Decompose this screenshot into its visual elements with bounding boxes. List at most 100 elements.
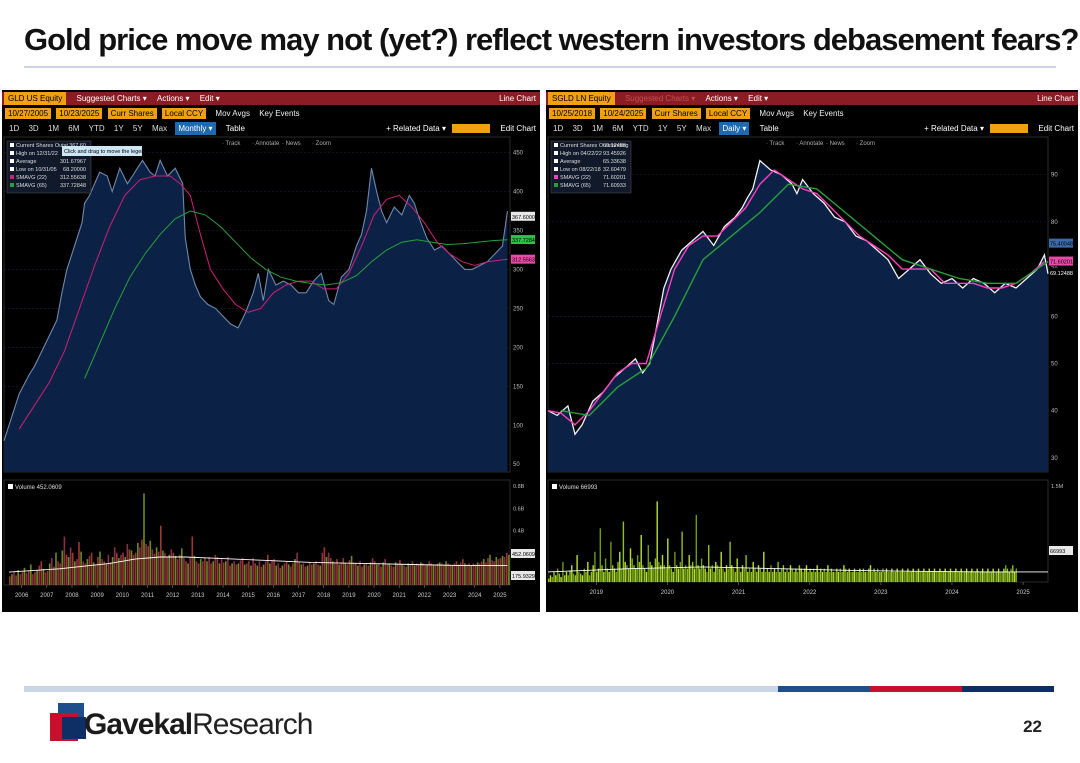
volume-bar [84, 563, 87, 585]
gld-ticker-field[interactable]: GLD US Equity [4, 92, 67, 105]
x-tick-label: 2007 [40, 593, 54, 599]
sgld-table-button[interactable]: Table [759, 124, 779, 133]
volume-bar [457, 564, 460, 585]
gld-period-6m[interactable]: 6M [68, 124, 80, 133]
volume-bar [946, 571, 948, 582]
sgld-start-date[interactable]: 10/25/2018 [549, 108, 596, 119]
gld-mov-avgs-toggle[interactable]: Mov Avgs [215, 109, 250, 118]
sgld-ticker-field[interactable]: SGLD LN Equity [548, 92, 615, 105]
gld-period-1y[interactable]: 1Y [113, 124, 124, 133]
sgld-actions-menu[interactable]: Actions ▾ [705, 94, 738, 103]
sgld-period-1y[interactable]: 1Y [657, 124, 668, 133]
volume-bar [275, 565, 277, 585]
gld-currency-field[interactable]: Local CCY [161, 108, 207, 119]
volume-bar [334, 563, 336, 585]
sgld-period-max[interactable]: Max [695, 124, 712, 133]
price-tag-label: 367.60001 [512, 215, 538, 221]
volume-bar [160, 525, 162, 585]
legend-value: 32.60479 [603, 167, 626, 173]
sgld-frequency-select[interactable]: Daily ▾ [719, 122, 750, 135]
gld-settings-bar: 10/27/2005 10/23/2025 Curr Shares Local … [2, 107, 540, 120]
volume-bar [985, 571, 987, 582]
volume-bar [78, 541, 80, 585]
volume-bar [893, 571, 895, 582]
volume-bar [493, 561, 495, 585]
gld-shares-field[interactable]: Curr Shares [107, 108, 157, 119]
gld-period-3d[interactable]: 3D [28, 124, 39, 133]
volume-bar [51, 558, 53, 585]
gld-start-date[interactable]: 10/27/2005 [5, 108, 52, 119]
volume-bar [756, 571, 758, 582]
volume-legend-swatch [552, 484, 557, 489]
volume-bar [855, 571, 857, 582]
gld-period-5y[interactable]: 5Y [132, 124, 143, 133]
volume-bar [796, 571, 799, 582]
volume-bar [306, 565, 309, 585]
gld-table-button[interactable]: Table [225, 124, 245, 133]
sgld-related-data-input[interactable] [990, 124, 1029, 134]
gld-end-date[interactable]: 10/23/2025 [56, 108, 103, 119]
gld-actions-menu[interactable]: Actions ▾ [157, 94, 190, 103]
gld-key-events-toggle[interactable]: Key Events [259, 109, 300, 118]
volume-bar [23, 567, 26, 585]
volume-bar [754, 568, 756, 582]
volume-bar [629, 548, 632, 582]
volume-bar [103, 561, 105, 585]
volume-bar [850, 571, 852, 582]
sgld-period-1d[interactable]: 1D [553, 124, 564, 133]
volume-bar [32, 574, 34, 585]
gld-period-1m[interactable]: 1M [47, 124, 60, 133]
gld-frequency-select[interactable]: Monthly ▾ [175, 122, 216, 135]
sgld-currency-field[interactable]: Local CCY [705, 108, 751, 119]
volume-bar [260, 566, 263, 585]
volume-bar [302, 563, 305, 585]
sgld-period-5y[interactable]: 5Y [676, 124, 687, 133]
volume-bar [155, 547, 158, 585]
sgld-end-date[interactable]: 10/24/2025 [600, 108, 647, 119]
sgld-key-events-toggle[interactable]: Key Events [803, 109, 844, 118]
sgld-period-3d[interactable]: 3D [572, 124, 583, 133]
volume-bar [325, 557, 328, 585]
volume-bar [702, 565, 705, 582]
chart-tool-annotate: · Annotate [252, 141, 280, 147]
volume-bar [983, 571, 985, 582]
volume-bar [919, 571, 921, 582]
gld-suggested-charts-menu[interactable]: Suggested Charts ▾ [76, 94, 147, 103]
gld-period-max[interactable]: Max [151, 124, 168, 133]
gld-related-data-input[interactable] [452, 124, 491, 134]
volume-bar [677, 568, 680, 582]
volume-bar [923, 568, 925, 582]
volume-bar [597, 568, 600, 582]
volume-bar [843, 565, 845, 582]
gld-edit-chart-button[interactable]: Edit Chart [500, 124, 536, 133]
gld-chart-svg: · Track · Annotate · News · Zoom 450 400 350 30… [3, 136, 538, 599]
footer-rule-navy [962, 686, 1054, 692]
sgld-period-ytd[interactable]: YTD [632, 124, 649, 133]
volume-bar [420, 562, 422, 585]
volume-bar [681, 531, 683, 582]
x-tick-label: 2023 [443, 593, 457, 599]
volume-bar [837, 571, 840, 582]
volume-bar [989, 571, 991, 582]
sgld-mov-avgs-toggle[interactable]: Mov Avgs [759, 109, 794, 118]
volume-bar [287, 564, 290, 585]
gld-period-ytd[interactable]: YTD [88, 124, 105, 133]
gld-edit-menu[interactable]: Edit ▾ [199, 94, 220, 103]
volume-bar [773, 568, 776, 582]
volume-bar [562, 561, 564, 582]
volume-bar [830, 568, 833, 582]
sgld-suggested-charts-menu[interactable]: Suggested Charts ▾ [624, 94, 696, 103]
gld-related-data-menu[interactable]: + Related Data ▾ [386, 124, 446, 133]
volume-bar [926, 571, 929, 582]
volume-bar [485, 562, 487, 585]
sgld-period-1m[interactable]: 1M [591, 124, 604, 133]
sgld-edit-menu[interactable]: Edit ▾ [748, 94, 769, 103]
volume-bar [246, 563, 248, 585]
sgld-edit-chart-button[interactable]: Edit Chart [1038, 124, 1074, 133]
gld-period-1d[interactable]: 1D [9, 124, 20, 133]
sgld-shares-field[interactable]: Curr Shares [651, 108, 701, 119]
sgld-period-6m[interactable]: 6M [612, 124, 624, 133]
volume-bar [549, 575, 552, 582]
x-tick-label: 2018 [317, 593, 331, 599]
sgld-related-data-menu[interactable]: + Related Data ▾ [924, 124, 984, 133]
